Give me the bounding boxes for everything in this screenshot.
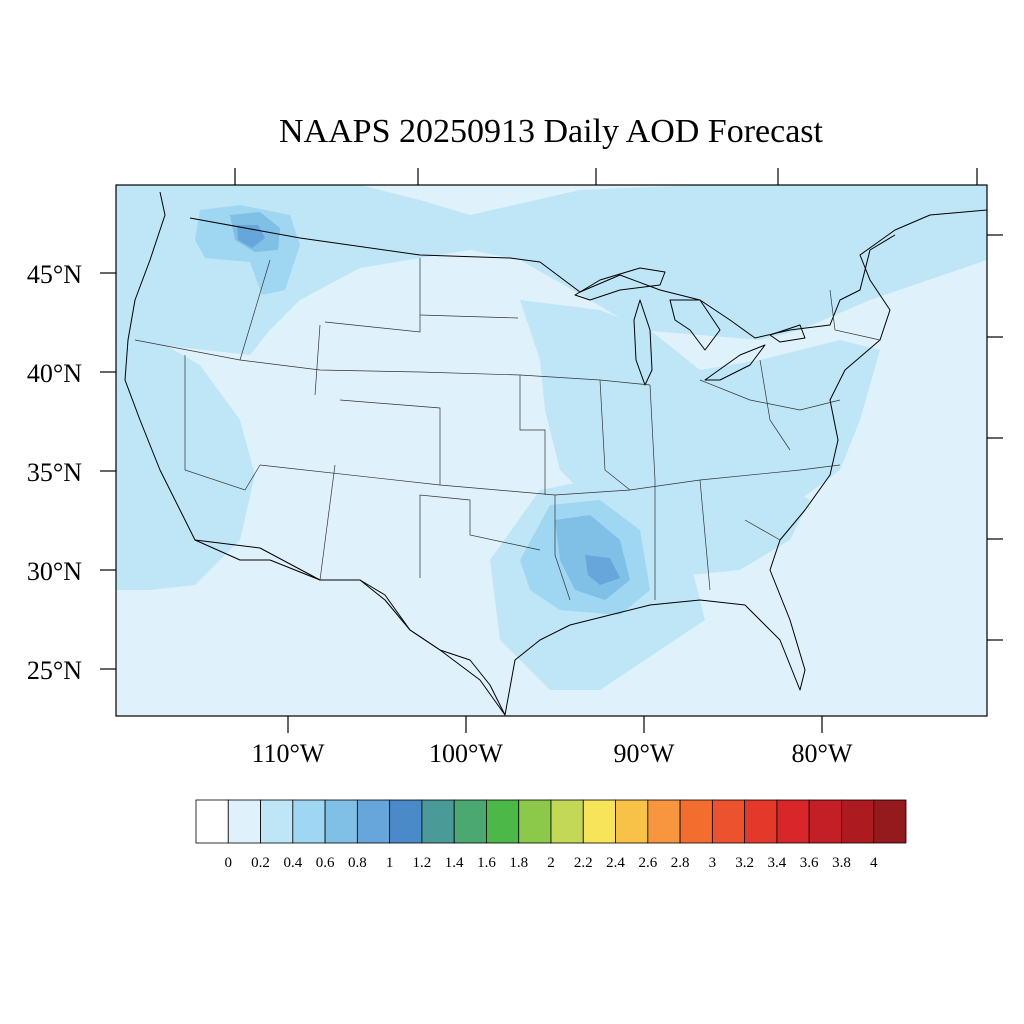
colorbar-tick-label: 0	[225, 855, 233, 871]
colorbar-swatch	[711, 799, 746, 844]
colorbar-tick-label: 2	[547, 855, 555, 871]
colorbar-tick-label: 2.2	[574, 855, 593, 871]
aod-region-canada	[470, 185, 987, 340]
colorbar-swatch	[550, 799, 584, 844]
colorbar-tick-label: 4	[870, 855, 878, 871]
map-outlines	[124, 191, 987, 716]
colorbar-swatch	[421, 799, 455, 844]
colorbar-swatch	[227, 799, 261, 844]
map-title: NAAPS 20250913 Daily AOD Forecast	[279, 113, 824, 150]
colorbar-swatch	[292, 799, 326, 844]
colorbar-tick-label: 2.8	[671, 855, 690, 871]
lake-erie	[704, 344, 766, 381]
lat-label-30: 30°N	[27, 557, 82, 586]
colorbar-tick-label: 2.6	[638, 855, 657, 871]
colorbar-tick-label: 0.6	[316, 855, 335, 871]
colorbar-swatch	[582, 799, 616, 844]
lon-label-110: 110°W	[252, 739, 325, 768]
lat-label-35: 35°N	[27, 458, 82, 487]
colorbar-tick-label: 0.8	[348, 855, 367, 871]
lake-michigan	[633, 299, 653, 386]
colorbar-swatch	[873, 799, 907, 844]
colorbar	[195, 799, 907, 844]
colorbar-tick-label: 0.2	[251, 855, 270, 871]
lon-label-90: 90°W	[614, 739, 675, 768]
map-ticks	[100, 168, 1003, 733]
aod-shading	[116, 185, 987, 690]
lake-huron	[669, 299, 721, 351]
colorbar-swatch	[356, 799, 391, 844]
us-coastline	[124, 191, 987, 716]
aod-region-se	[660, 470, 810, 575]
map-frame	[100, 168, 1003, 733]
colorbar-tick-label: 3.6	[800, 855, 819, 871]
colorbar-tick-label: 1.2	[413, 855, 432, 871]
colorbar-swatch	[324, 799, 358, 844]
colorbar-tick-label: 3	[709, 855, 717, 871]
colorbar-swatch	[486, 799, 520, 844]
colorbar-tick-label: 2.4	[606, 855, 625, 871]
mexico-border	[194, 539, 506, 716]
lon-label-80: 80°W	[792, 739, 853, 768]
colorbar-swatch	[776, 799, 810, 844]
colorbar-tick-label: 0.4	[283, 855, 302, 871]
longitude-labels: 110°W 100°W 90°W 80°W	[252, 739, 853, 768]
lat-label-25: 25°N	[27, 656, 82, 685]
colorbar-tick-label: 1.4	[445, 855, 464, 871]
colorbar-swatch	[518, 799, 552, 844]
colorbar-tick-label: 3.8	[832, 855, 851, 871]
colorbar-swatch	[615, 799, 649, 844]
colorbar-swatch	[453, 799, 487, 844]
aod-region-ca	[116, 340, 255, 590]
colorbar-tick-label: 1.6	[477, 855, 496, 871]
lat-label-45: 45°N	[27, 260, 82, 289]
map-border	[115, 184, 988, 717]
colorbar-swatch	[195, 799, 229, 844]
lake-ontario	[769, 324, 806, 343]
colorbar-swatch	[260, 799, 294, 844]
colorbar-tick-label: 3.4	[768, 855, 787, 871]
colorbar-tick-label: 1.8	[509, 855, 528, 871]
colorbar-labels: 0 0.2 0.4 0.6 0.8 1 1.2 1.4 1.6 1.8 2 2.2 2.4 2.6 2.8 3…	[225, 855, 878, 871]
colorbar-swatch	[679, 799, 713, 844]
state-boundaries	[134, 258, 881, 601]
colorbar-swatch	[808, 799, 842, 844]
aod-region-gulf-peak	[585, 555, 620, 585]
lat-label-40: 40°N	[27, 359, 82, 388]
lake-superior	[574, 267, 666, 301]
colorbar-tick-label: 1	[386, 855, 394, 871]
colorbar-swatch	[389, 799, 423, 844]
colorbar-tick-label: 3.2	[735, 855, 754, 871]
latitude-labels: 45°N 40°N 35°N 30°N 25°N	[27, 260, 82, 685]
lon-label-100: 100°W	[429, 739, 503, 768]
colorbar-swatch	[744, 799, 778, 844]
colorbar-swatch	[647, 799, 681, 844]
colorbar-swatch	[841, 799, 875, 844]
